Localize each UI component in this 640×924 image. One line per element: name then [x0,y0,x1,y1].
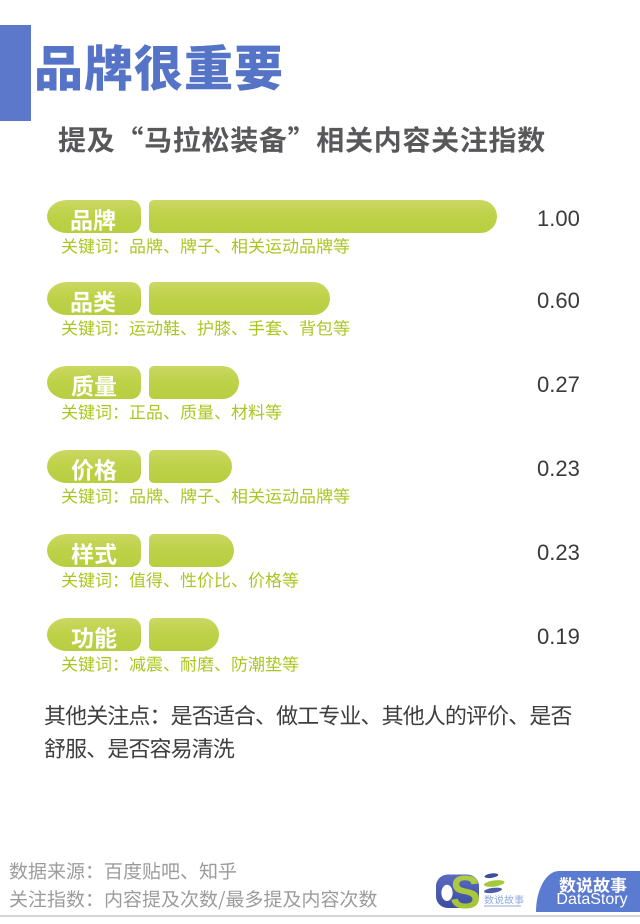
svg-text:S: S [450,868,481,916]
